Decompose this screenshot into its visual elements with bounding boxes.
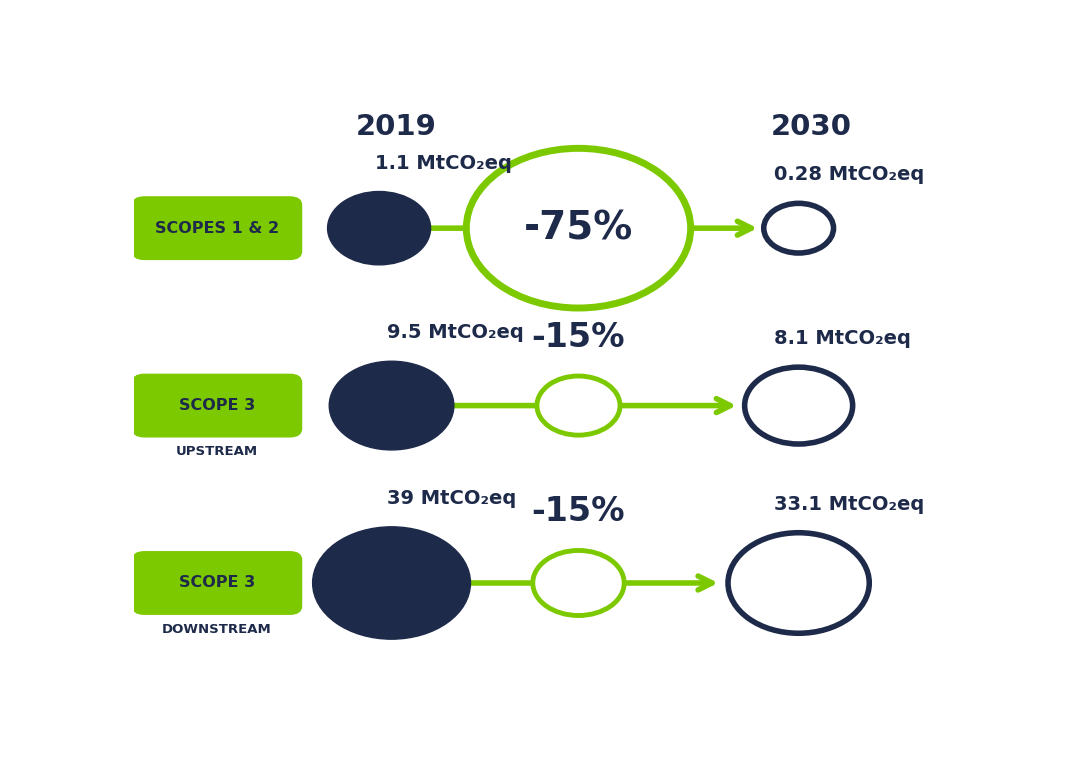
- Circle shape: [328, 191, 431, 265]
- Text: 39 MtCO₂eq: 39 MtCO₂eq: [387, 489, 517, 508]
- Text: -75%: -75%: [524, 209, 634, 247]
- Text: DOWNSTREAM: DOWNSTREAM: [162, 623, 272, 636]
- Circle shape: [313, 527, 471, 639]
- Text: 2030: 2030: [771, 113, 851, 141]
- Text: 2019: 2019: [355, 113, 436, 141]
- FancyBboxPatch shape: [132, 551, 302, 615]
- Text: SCOPE 3: SCOPE 3: [179, 575, 255, 591]
- Text: 9.5 MtCO₂eq: 9.5 MtCO₂eq: [387, 323, 524, 343]
- Circle shape: [745, 367, 852, 444]
- Circle shape: [763, 204, 834, 253]
- Text: SCOPES 1 & 2: SCOPES 1 & 2: [155, 220, 279, 236]
- Circle shape: [533, 551, 624, 615]
- Text: 0.28 MtCO₂eq: 0.28 MtCO₂eq: [774, 165, 924, 184]
- Text: 33.1 MtCO₂eq: 33.1 MtCO₂eq: [774, 495, 924, 514]
- Circle shape: [728, 533, 869, 634]
- Circle shape: [537, 376, 620, 435]
- Circle shape: [329, 361, 453, 450]
- Text: UPSTREAM: UPSTREAM: [176, 445, 258, 458]
- Text: -15%: -15%: [532, 495, 625, 528]
- Text: 8.1 MtCO₂eq: 8.1 MtCO₂eq: [774, 329, 910, 348]
- Text: 1.1 MtCO₂eq: 1.1 MtCO₂eq: [375, 154, 511, 173]
- Circle shape: [466, 148, 690, 308]
- FancyBboxPatch shape: [132, 197, 302, 260]
- Text: -15%: -15%: [532, 320, 625, 353]
- FancyBboxPatch shape: [132, 374, 302, 438]
- Text: SCOPE 3: SCOPE 3: [179, 398, 255, 413]
